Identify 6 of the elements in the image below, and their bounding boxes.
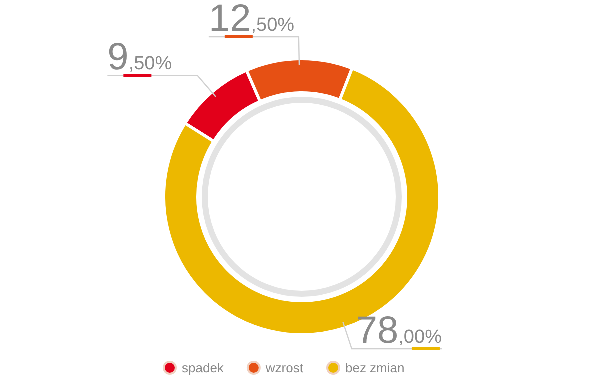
data-label: 78,00% bbox=[356, 310, 442, 352]
data-label: 9,50% bbox=[108, 36, 172, 79]
legend-label: spadek bbox=[182, 360, 224, 376]
legend-label: wzrost bbox=[264, 360, 304, 376]
data-label: 12,50% bbox=[208, 0, 295, 40]
legend-label: bez zmian bbox=[345, 360, 405, 376]
